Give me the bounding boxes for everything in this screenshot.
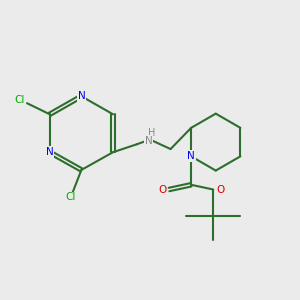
Text: O: O <box>216 184 224 194</box>
Text: N: N <box>145 136 152 146</box>
Text: N: N <box>46 147 54 157</box>
Text: N: N <box>77 91 85 101</box>
Text: O: O <box>158 184 166 194</box>
Text: Cl: Cl <box>66 192 76 203</box>
Text: Cl: Cl <box>15 95 25 105</box>
Text: N: N <box>187 151 195 161</box>
Text: H: H <box>148 128 155 138</box>
